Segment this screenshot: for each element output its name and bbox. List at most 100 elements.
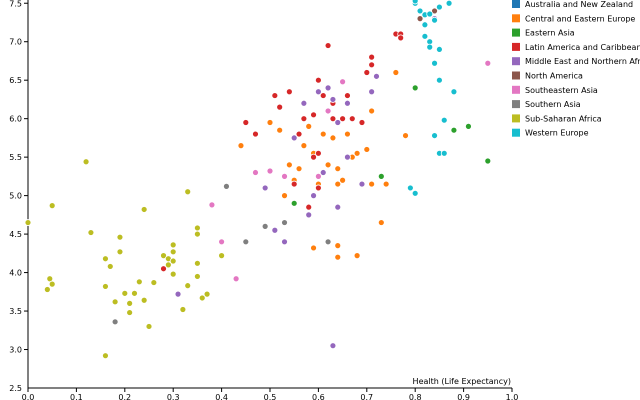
- data-point: [208, 201, 216, 209]
- data-point: [353, 149, 361, 157]
- data-point: [329, 115, 337, 123]
- data-point: [334, 165, 342, 173]
- data-point: [266, 167, 274, 175]
- data-point: [363, 69, 371, 76]
- data-point: [382, 180, 390, 188]
- data-point: [48, 280, 56, 288]
- legend-swatch: [512, 85, 520, 94]
- data-point: [126, 299, 134, 307]
- data-point: [121, 289, 129, 297]
- data-point: [329, 134, 337, 142]
- data-point: [252, 130, 259, 138]
- data-point: [281, 219, 288, 226]
- legend: Australia and New Zealand Central and Eas…: [512, 0, 640, 138]
- data-point: [106, 263, 114, 270]
- data-point: [426, 43, 434, 51]
- data-point: [266, 119, 274, 126]
- data-point: [193, 273, 201, 280]
- data-point: [421, 21, 429, 29]
- data-point: [310, 192, 317, 200]
- data-point: [218, 238, 226, 246]
- data-point: [111, 318, 119, 326]
- data-point: [314, 76, 322, 84]
- data-point: [271, 226, 279, 234]
- data-point: [184, 282, 192, 290]
- data-point: [435, 3, 443, 11]
- data-point: [324, 84, 332, 92]
- data-point: [87, 229, 95, 236]
- x-tick-label: 0.2: [118, 393, 131, 400]
- data-point: [150, 279, 158, 286]
- y-tick-label: 6.0: [9, 115, 22, 124]
- legend-label: Southern Asia: [525, 100, 581, 109]
- data-point: [373, 72, 380, 80]
- data-point: [431, 132, 438, 139]
- data-point: [324, 42, 332, 49]
- data-point: [43, 286, 51, 293]
- data-point: [242, 119, 250, 126]
- data-point: [353, 252, 361, 260]
- data-point: [334, 180, 342, 188]
- y-tick-label: 4.5: [9, 230, 22, 239]
- y-tick-label: 3.0: [9, 346, 22, 355]
- data-point: [305, 122, 313, 130]
- data-point: [334, 119, 342, 126]
- data-point: [368, 180, 376, 188]
- data-point: [358, 119, 366, 126]
- data-point: [363, 146, 371, 153]
- data-point: [344, 130, 351, 138]
- data-point: [82, 158, 90, 166]
- x-tick-label: 0.0: [22, 393, 35, 400]
- x-tick-label: 0.3: [167, 393, 180, 400]
- data-point: [285, 88, 293, 96]
- data-point: [300, 142, 308, 150]
- data-point: [445, 0, 453, 7]
- data-point: [305, 203, 313, 211]
- data-point: [392, 69, 400, 76]
- data-point: [324, 238, 332, 246]
- data-point: [431, 7, 438, 15]
- data-point: [160, 252, 167, 260]
- data-point: [135, 278, 143, 286]
- legend-label: Middle East and Northern Africa: [525, 57, 640, 66]
- data-point: [295, 130, 303, 138]
- data-point: [324, 107, 332, 115]
- data-point: [435, 46, 443, 53]
- data-point: [440, 149, 448, 157]
- data-point: [402, 132, 409, 139]
- data-point: [465, 122, 472, 130]
- data-point: [140, 206, 148, 213]
- data-point: [334, 203, 342, 211]
- legend-swatch: [512, 114, 520, 123]
- data-point: [174, 290, 182, 298]
- x-axis-title: Health (Life Expectancy): [413, 377, 511, 386]
- data-point: [169, 270, 177, 278]
- data-point: [281, 238, 288, 246]
- data-point: [48, 202, 56, 210]
- data-point: [344, 99, 351, 107]
- data-point: [252, 169, 259, 176]
- data-point: [193, 259, 201, 267]
- legend-label: Latin America and Caribbean: [525, 43, 640, 52]
- data-point: [160, 265, 167, 273]
- data-point: [295, 165, 303, 173]
- data-point: [397, 34, 405, 42]
- legend-swatch: [512, 128, 520, 137]
- data-point: [339, 115, 347, 123]
- data-point: [368, 53, 376, 61]
- data-point: [193, 230, 201, 238]
- data-point: [319, 169, 327, 176]
- data-point: [281, 172, 288, 180]
- legend-label: Sub-Saharan Africa: [525, 114, 602, 123]
- data-point: [223, 182, 230, 190]
- data-point: [411, 189, 419, 197]
- data-point: [310, 244, 317, 252]
- data-point: [242, 238, 250, 246]
- data-point: [426, 10, 434, 18]
- y-tick-label: 5.5: [9, 153, 22, 162]
- legend-label: North America: [525, 72, 583, 81]
- data-point: [314, 149, 322, 157]
- data-point: [435, 76, 443, 84]
- data-point: [411, 84, 419, 92]
